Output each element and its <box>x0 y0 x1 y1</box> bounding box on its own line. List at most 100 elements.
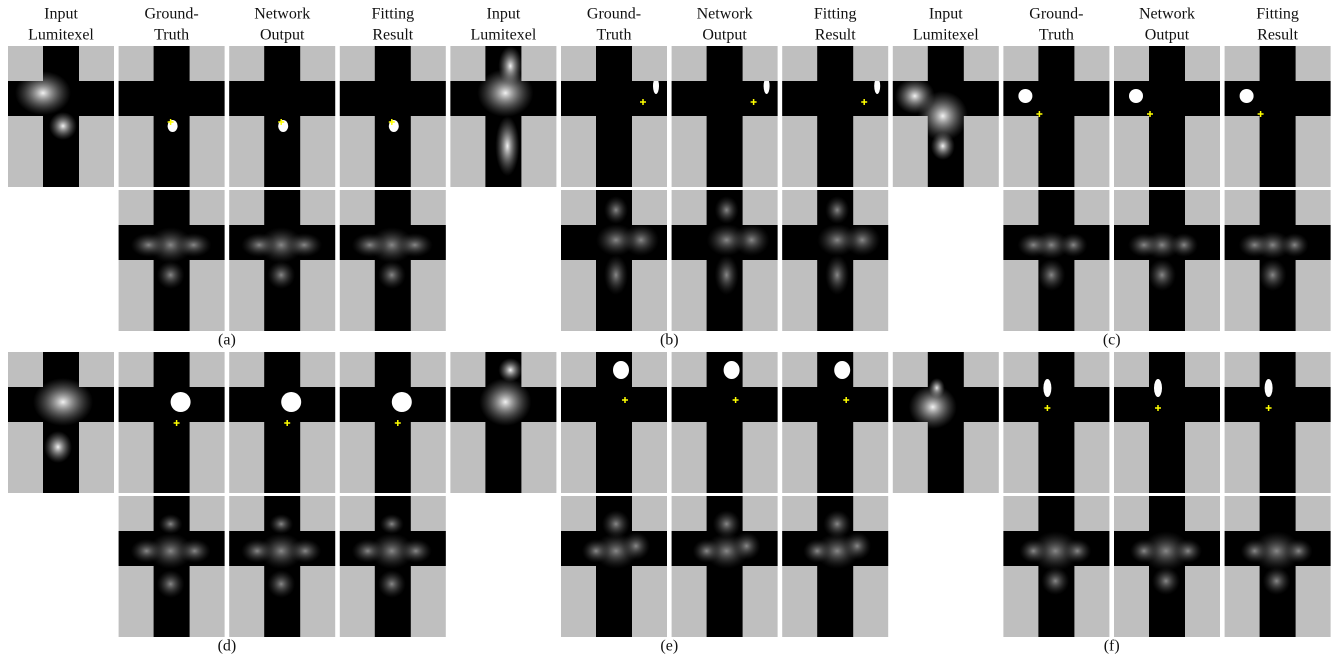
glow-group <box>613 361 629 379</box>
cross-vertical <box>817 46 853 187</box>
glow <box>44 431 72 463</box>
panel-label: (a) <box>218 332 236 349</box>
panel-label: (f) <box>1104 638 1120 655</box>
glow <box>582 539 610 563</box>
cross-image <box>229 496 335 637</box>
glow <box>241 539 273 563</box>
cross-horizontal <box>782 387 888 422</box>
cross-image <box>1114 496 1220 637</box>
glow <box>267 261 295 289</box>
highlight <box>724 361 740 379</box>
cross-image <box>450 46 556 187</box>
column-header: Lumitexel <box>913 27 979 44</box>
glow <box>1063 539 1091 563</box>
cross-image <box>119 352 225 493</box>
glow <box>286 233 322 257</box>
glow <box>397 233 433 257</box>
glow-group <box>1265 379 1273 397</box>
column-header: Network <box>254 6 310 23</box>
cross-vertical <box>1260 352 1296 493</box>
cross-image <box>229 190 335 331</box>
cross-image <box>1114 190 1220 331</box>
highlight <box>1043 379 1051 397</box>
glow <box>289 539 321 563</box>
cross-vertical <box>1149 352 1185 493</box>
glow <box>825 196 849 224</box>
highlight <box>613 361 629 379</box>
column-header: Network <box>1139 6 1195 23</box>
glow <box>241 233 277 257</box>
column-header: Result <box>372 27 413 44</box>
glow <box>1017 233 1049 257</box>
cross-horizontal <box>229 81 335 116</box>
column-header: Lumitexel <box>28 27 94 44</box>
glow-group <box>1018 89 1032 103</box>
cross-image <box>229 46 335 187</box>
glow <box>1263 567 1291 595</box>
glow <box>596 224 636 256</box>
cross-vertical <box>1260 46 1296 187</box>
figure: InputLumitexelGround-TruthNetworkOutputF… <box>0 0 1335 662</box>
cross-image <box>1003 352 1109 493</box>
glow <box>1059 233 1087 257</box>
glow <box>602 510 630 538</box>
highlight <box>1129 89 1143 103</box>
highlight <box>1018 89 1032 103</box>
glow <box>1152 567 1180 595</box>
cross-horizontal <box>340 81 446 116</box>
column-header: Result <box>1257 27 1298 44</box>
glow <box>604 196 628 224</box>
highlight <box>1265 379 1273 397</box>
cross-image <box>1225 190 1331 331</box>
glow <box>1239 233 1271 257</box>
cross-image <box>782 352 888 493</box>
glow <box>817 224 857 256</box>
cross-image <box>450 352 556 493</box>
glow <box>498 46 522 86</box>
column-header: Ground- <box>144 6 198 23</box>
cross-horizontal <box>672 81 778 116</box>
cross-image <box>1114 352 1220 493</box>
glow <box>843 532 871 560</box>
panel-label: (d) <box>218 638 237 655</box>
glow <box>269 514 293 534</box>
glow <box>604 255 628 295</box>
cross-image <box>561 496 667 637</box>
column-header: Truth <box>1039 27 1074 44</box>
highlight <box>1240 89 1254 103</box>
cross-horizontal <box>561 387 667 422</box>
highlight <box>171 392 191 412</box>
cross-horizontal <box>561 81 667 116</box>
glow-group <box>1240 89 1254 103</box>
column-header: Truth <box>154 27 189 44</box>
cross-vertical <box>375 46 411 187</box>
glow <box>157 570 185 598</box>
cross-image <box>119 46 225 187</box>
glow <box>693 539 721 563</box>
cross-image <box>561 352 667 493</box>
glow <box>378 570 406 598</box>
highlight <box>834 361 850 379</box>
glow <box>1174 539 1202 563</box>
glow <box>715 255 739 295</box>
glow <box>352 539 384 563</box>
glow <box>733 532 761 560</box>
cross-vertical <box>1038 46 1074 187</box>
glow <box>157 261 185 289</box>
cross-vertical <box>596 46 632 187</box>
cross-image <box>893 352 999 493</box>
glow <box>1259 259 1287 291</box>
glow <box>400 539 432 563</box>
glow <box>49 112 77 140</box>
column-header: Truth <box>597 27 632 44</box>
cross-image <box>1003 190 1109 331</box>
panel-label: (e) <box>660 638 678 655</box>
column-header: Input <box>929 6 963 23</box>
glow <box>1041 567 1069 595</box>
cross-image <box>1225 352 1331 493</box>
cross-image <box>561 46 667 187</box>
cross-vertical <box>375 352 411 493</box>
glow <box>1170 233 1198 257</box>
cross-horizontal <box>1225 387 1331 422</box>
glow <box>1037 259 1065 291</box>
